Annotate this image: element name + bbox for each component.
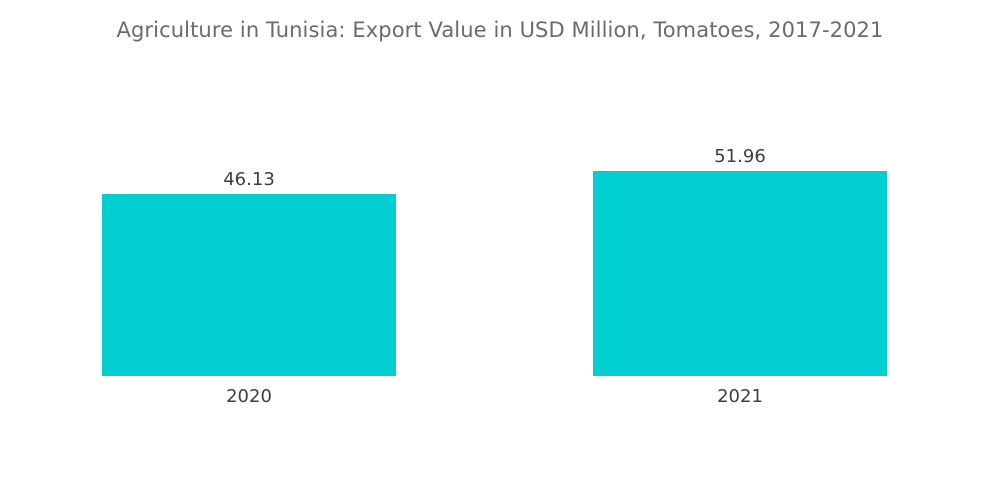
data-label-2020: 46.13	[223, 169, 275, 190]
x-tick-label-2021: 2021	[717, 386, 763, 407]
bar-2020	[102, 194, 396, 376]
chart-title: Agriculture in Tunisia: Export Value in …	[116, 18, 884, 42]
data-label-2021: 51.96	[714, 146, 766, 167]
x-tick-label-2020: 2020	[226, 386, 272, 407]
bar-2021	[593, 171, 887, 376]
